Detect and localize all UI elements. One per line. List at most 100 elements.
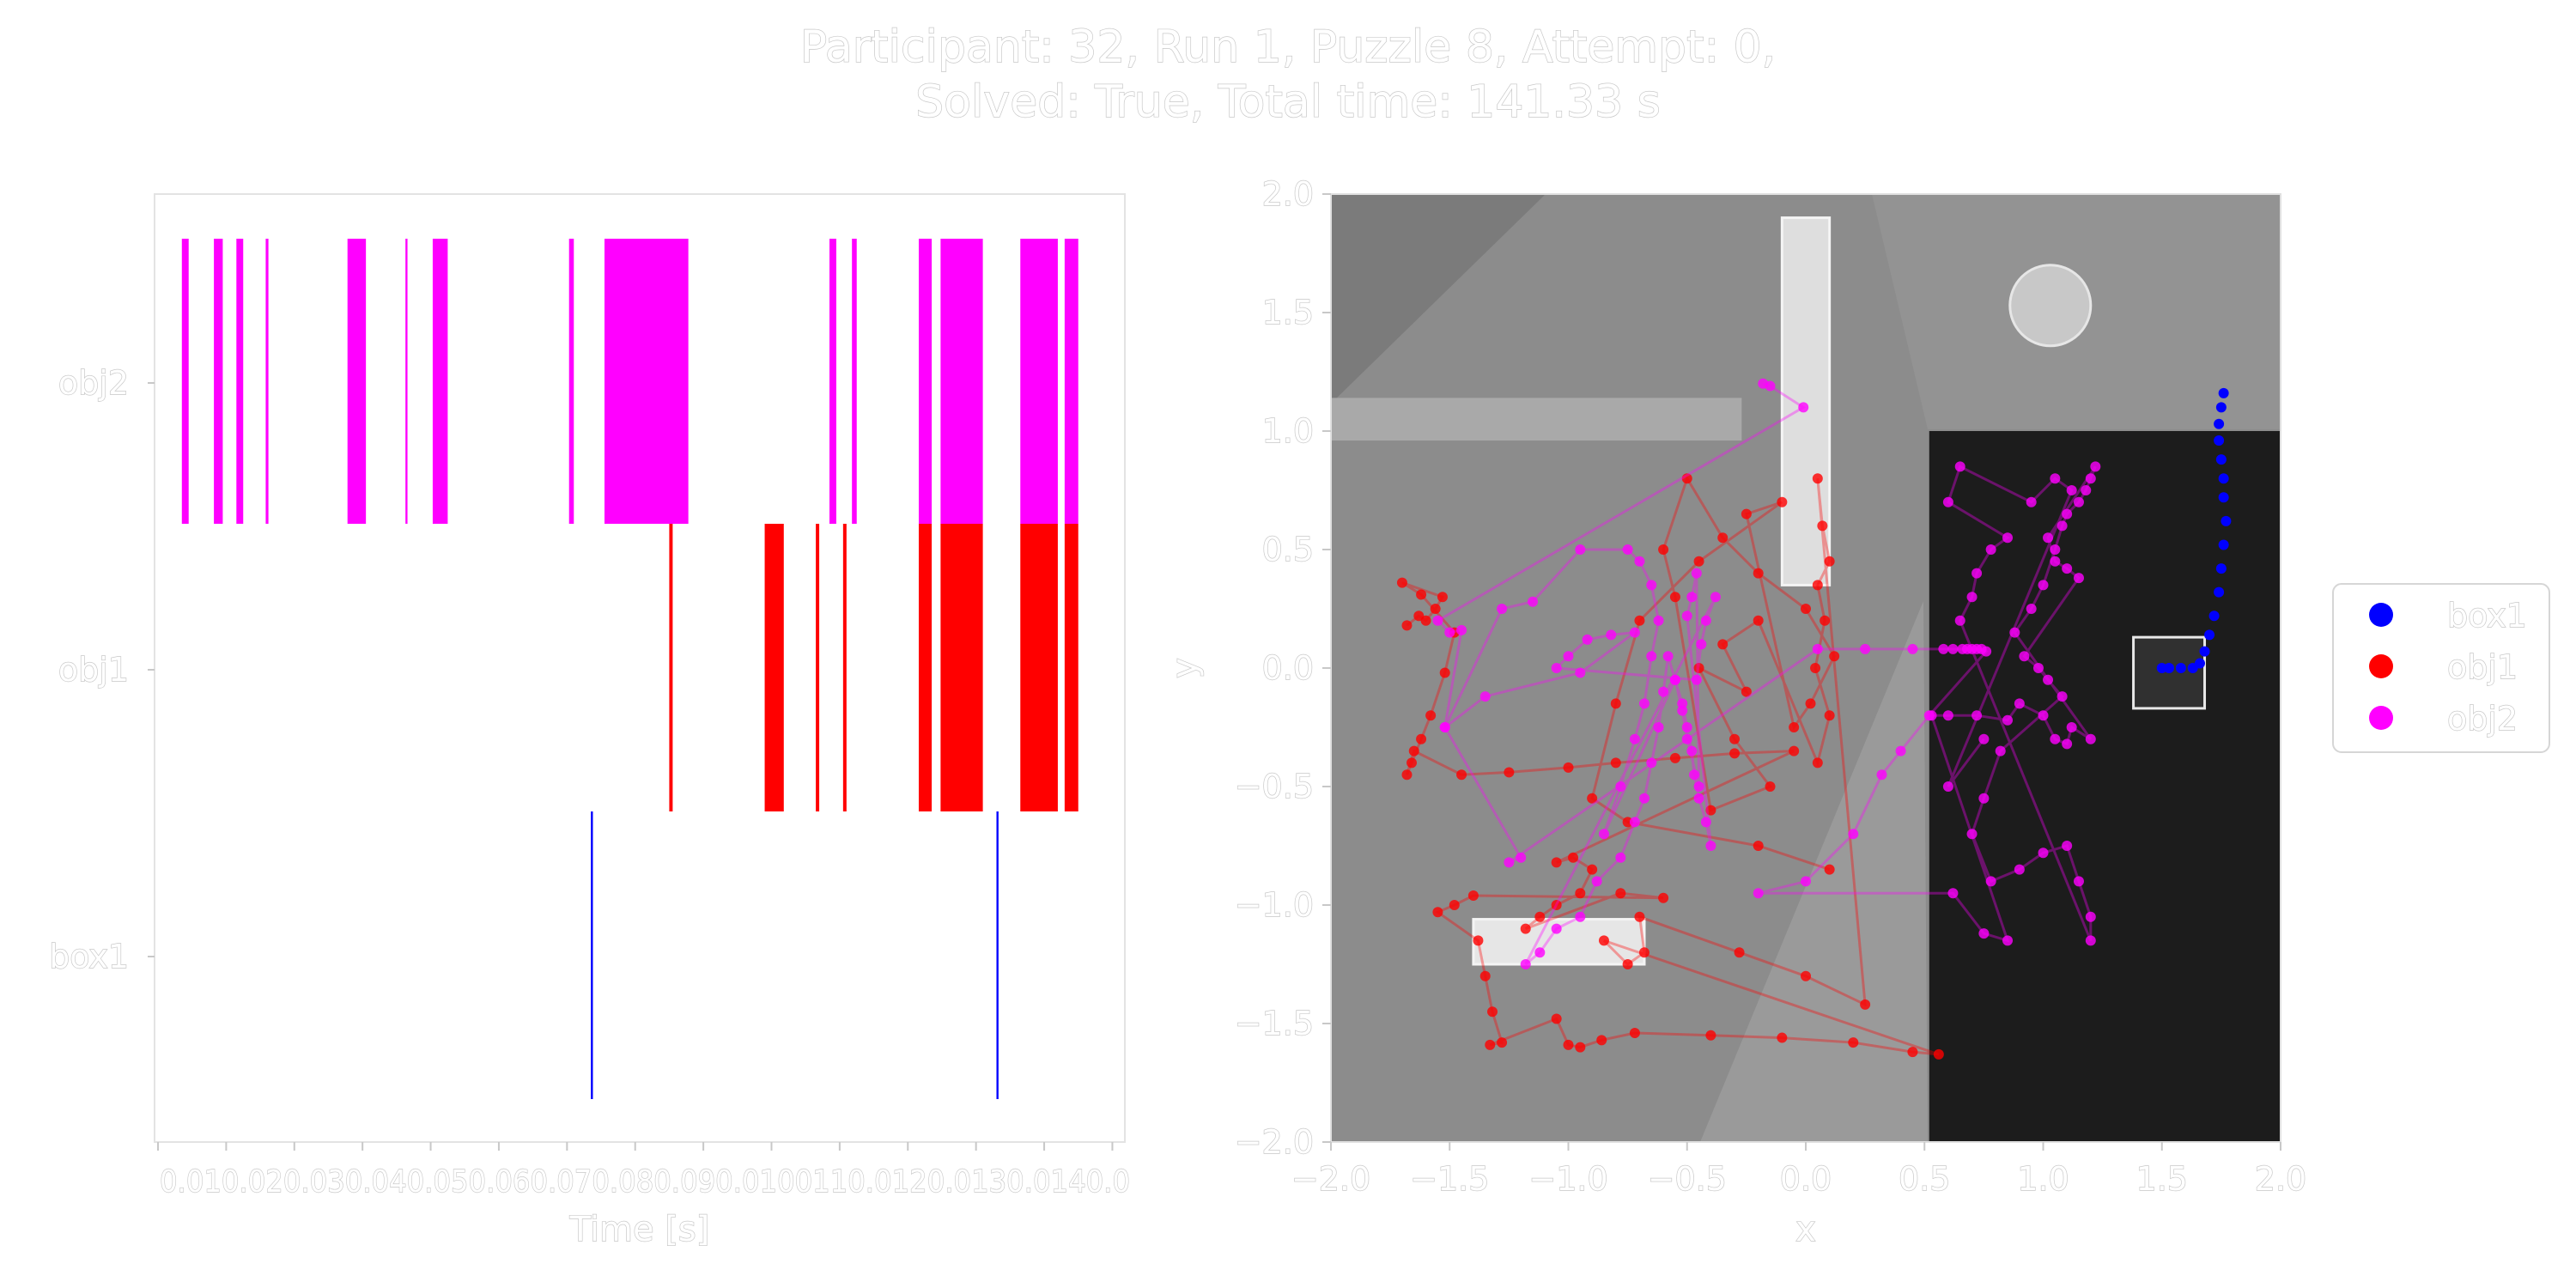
- point-obj1: [1729, 748, 1741, 759]
- scatter-y-axis: 2.0 1.5 1.0 0.5 0.0 −0.5 −1.0 −1.5 −2.0: [1234, 174, 1331, 1162]
- point-obj1: [1406, 757, 1418, 769]
- scatter-x-tick-label: −0.5: [1648, 1160, 1727, 1198]
- point-obj2: [1926, 710, 1937, 721]
- timeline-bar-obj1: [918, 524, 933, 811]
- timeline-bar-obj1: [1064, 524, 1078, 811]
- point-obj2: [1681, 733, 1692, 744]
- point-obj2: [1985, 544, 1996, 555]
- point-obj1: [1658, 892, 1669, 903]
- point-obj2: [1691, 568, 1702, 579]
- scene-circle: [2008, 264, 2093, 348]
- point-box1: [2218, 473, 2229, 484]
- timeline-bar-obj2: [918, 239, 933, 524]
- timeline-bar-obj2: [432, 239, 448, 524]
- series-box1: [2156, 387, 2232, 673]
- point-obj1: [1408, 745, 1419, 756]
- point-obj2: [2057, 520, 2068, 532]
- point-obj2: [1765, 380, 1776, 392]
- point-obj2: [1995, 745, 2006, 756]
- point-obj2: [2066, 485, 2077, 495]
- point-obj2: [2090, 461, 2101, 472]
- point-obj2: [1658, 686, 1669, 697]
- point-obj1: [1693, 663, 1704, 673]
- point-obj2: [2073, 496, 2084, 507]
- point-obj2: [1629, 733, 1640, 744]
- legend: box1 obj1 obj2: [2332, 583, 2550, 753]
- scatter-y-tick-label: 1.5: [1262, 294, 1314, 331]
- point-box1: [2187, 663, 2198, 673]
- point-obj1: [1860, 999, 1871, 1010]
- point-obj2: [1876, 769, 1887, 781]
- scatter-y-tick-label: 2.0: [1262, 175, 1314, 213]
- point-obj2: [1686, 745, 1698, 756]
- point-obj2: [2050, 544, 2061, 555]
- legend-label-obj2: obj2: [2447, 700, 2518, 738]
- point-obj1: [1753, 615, 1764, 626]
- scatter-points: [1396, 378, 2232, 1060]
- point-box1: [2204, 629, 2215, 641]
- scatter-y-tick-label: −1.5: [1235, 1005, 1314, 1042]
- timeline-bar-obj2: [405, 239, 408, 524]
- timeline-bar-obj2: [1020, 239, 1058, 524]
- point-obj2: [2038, 580, 2049, 591]
- point-obj1: [1729, 733, 1741, 744]
- point-obj2: [1691, 674, 1702, 685]
- point-obj2: [1582, 634, 1593, 645]
- point-obj2: [1629, 817, 1640, 828]
- timeline-bar-obj1: [940, 524, 983, 811]
- point-obj1: [1587, 793, 1598, 804]
- point-obj1: [1596, 1035, 1607, 1046]
- point-obj2: [1860, 643, 1871, 654]
- point-obj2: [1895, 745, 1906, 756]
- point-obj2: [1971, 568, 1983, 579]
- point-obj2: [2062, 841, 2073, 851]
- point-obj2: [1575, 544, 1586, 555]
- point-obj2: [2002, 714, 2014, 726]
- point-obj1: [1598, 935, 1609, 946]
- point-obj1: [1812, 580, 1823, 591]
- point-obj2: [2050, 473, 2061, 484]
- point-obj1: [1473, 935, 1484, 946]
- point-obj2: [1622, 544, 1633, 555]
- point-obj2: [1677, 705, 1688, 716]
- point-obj2: [1662, 651, 1674, 662]
- timeline-x-axis: 0.010.020.030.040.050.060.070.080.090.01…: [157, 1142, 1131, 1200]
- point-obj2: [1848, 829, 1859, 840]
- timeline-bar-obj1: [816, 524, 820, 811]
- legend-marker-box1: [2369, 603, 2393, 627]
- timeline-bar-box1: [996, 811, 999, 1099]
- scatter-y-tick-label: 0.5: [1262, 531, 1314, 568]
- scatter-x-tick-label: 2.0: [2255, 1160, 2306, 1198]
- point-obj2: [1753, 888, 1764, 899]
- point-obj1: [1449, 900, 1460, 910]
- point-obj1: [1485, 1039, 1496, 1050]
- scatter-x-axis-label: x: [1795, 1210, 1816, 1249]
- point-obj2: [1653, 722, 1664, 732]
- point-obj1: [1479, 970, 1491, 981]
- point-obj2: [1700, 817, 1711, 828]
- point-box1: [2214, 435, 2225, 447]
- point-obj2: [1606, 629, 1617, 641]
- point-obj1: [1753, 568, 1764, 579]
- point-obj1: [1520, 923, 1531, 934]
- timeline-bar-obj1: [842, 524, 847, 811]
- point-obj1: [1587, 864, 1598, 875]
- point-obj2: [1947, 643, 1959, 654]
- point-obj2: [2043, 532, 2054, 544]
- point-obj2: [1575, 667, 1586, 678]
- point-obj1: [1824, 710, 1835, 721]
- point-obj1: [1777, 496, 1788, 507]
- point-obj2: [1677, 698, 1688, 709]
- point-box1: [2199, 646, 2210, 657]
- point-obj1: [1669, 592, 1680, 603]
- scatter-chart: −2.0 −1.5 −1.0 −0.5 0.0 0.5 1.0 1.5 2.0 2.0 1.5 1.…: [1164, 174, 2550, 1250]
- series-obj1: [1396, 473, 1944, 1060]
- point-obj2: [1978, 928, 1990, 939]
- point-obj2: [1971, 710, 1983, 721]
- point-obj2: [2081, 485, 2092, 495]
- point-box1: [2215, 563, 2227, 574]
- point-obj2: [1551, 923, 1562, 934]
- point-obj2: [1456, 624, 1467, 635]
- point-obj1: [1432, 907, 1443, 918]
- point-box1: [2218, 387, 2229, 398]
